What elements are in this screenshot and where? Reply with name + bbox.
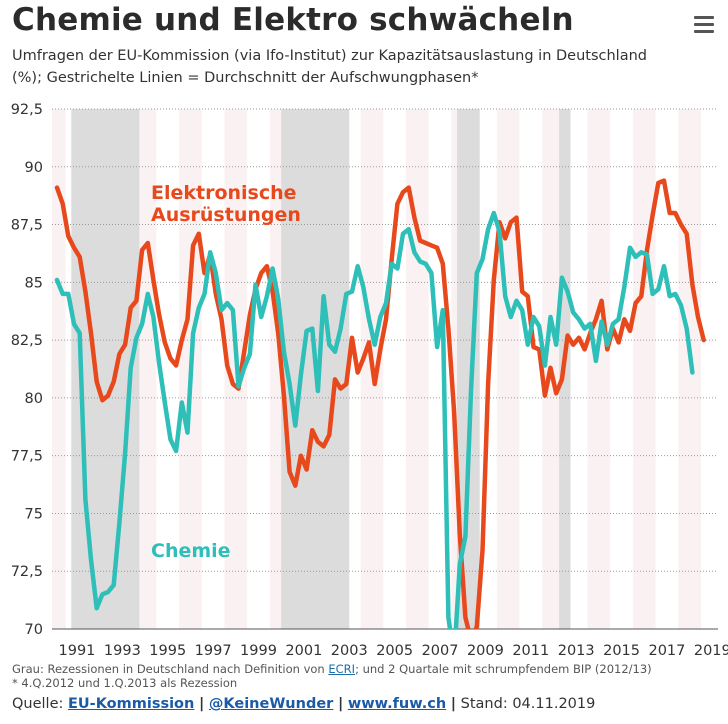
x-tick-label: 2003 [331,643,368,659]
x-tick-label: 1999 [240,643,277,659]
recession-band [457,109,480,629]
y-tick-label: 87,5 [11,218,43,234]
page-title: Chemie und Elektro schwächeln [12,2,574,38]
footnote-line-2: * 4.Q.2012 und 1.Q.2013 als Rezession [12,676,238,690]
stand-date: Stand: 04.11.2019 [460,696,596,712]
source-line: Quelle: EU-Kommission | @KeineWunder | w… [12,696,595,712]
chart-subtitle: Umfragen der EU-Kommission (via Ifo-Inst… [12,48,647,86]
y-tick-label: 70 [25,622,43,638]
x-tick-label: 2007 [422,643,459,659]
x-tick-label: 2005 [376,643,413,659]
keinewunder-link[interactable]: @KeineWunder [208,696,334,712]
year-stripe [678,109,701,629]
footnote-line-1: Grau: Rezessionen in Deutschland nach De… [12,662,652,676]
eu-kommission-link[interactable]: EU-Kommission [68,696,195,712]
footnote-text: Grau: Rezessionen in Deutschland nach De… [12,662,329,676]
y-tick-label: 75 [25,506,43,522]
year-stripe [496,109,520,629]
chart-footnote: Grau: Rezessionen in Deutschland nach De… [12,662,652,690]
hamburger-menu-icon[interactable] [694,16,714,34]
ecri-link[interactable]: ECRI [328,662,356,676]
year-stripe [52,109,66,629]
x-tick-label: 2017 [648,643,685,659]
y-tick-label: 80 [25,391,43,407]
series-line-elektronische-ausr-stungen [54,178,706,629]
y-tick-label: 92,5 [11,102,43,118]
x-tick-label: 2011 [512,643,549,659]
series-line-chemie [54,210,695,629]
series-label: Elektronische [151,182,297,204]
x-tick-label: 1991 [59,643,96,659]
separator: | [337,696,344,712]
y-tick-label: 72,5 [11,564,43,580]
series-label: Chemie [151,540,231,562]
y-tick-label: 82,5 [11,333,43,349]
y-tick-label: 85 [25,275,43,291]
x-tick-label: 1995 [149,643,186,659]
separator: | [198,696,205,712]
year-stripe [632,109,656,629]
year-stripe [587,109,611,629]
x-tick-label: 2015 [603,643,640,659]
fuw-link[interactable]: www.fuw.ch [347,696,447,712]
x-tick-label: 2001 [285,643,322,659]
x-tick-label: 2019 [694,643,728,659]
separator: | [450,696,457,712]
x-tick-label: 1997 [195,643,232,659]
x-tick-label: 2013 [558,643,595,659]
y-tick-label: 77,5 [11,449,43,465]
x-tick-label: 1993 [104,643,141,659]
series-label: Ausrüstungen [151,204,301,226]
y-tick-label: 90 [25,160,43,176]
source-label: Quelle: [12,696,68,712]
footnote-text: ; und 2 Quartale mit schrumpfendem BIP (… [355,662,652,676]
x-tick-label: 2009 [467,643,504,659]
